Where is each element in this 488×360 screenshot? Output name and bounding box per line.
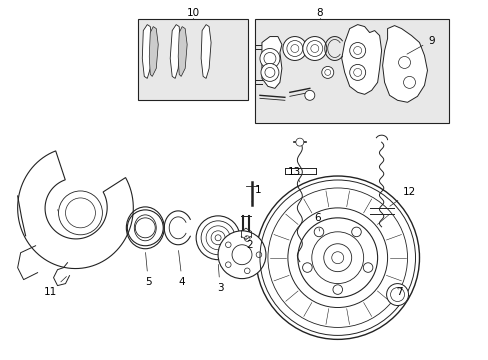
Polygon shape — [382, 26, 427, 102]
Circle shape — [283, 37, 306, 60]
Circle shape — [403, 76, 415, 88]
Text: 11: 11 — [44, 276, 66, 297]
Polygon shape — [262, 37, 281, 88]
Circle shape — [302, 37, 326, 60]
Text: 7: 7 — [395, 287, 402, 297]
Circle shape — [349, 64, 365, 80]
Polygon shape — [142, 24, 152, 78]
Circle shape — [260, 49, 279, 68]
Circle shape — [398, 57, 410, 68]
Text: 5: 5 — [144, 252, 151, 287]
Text: 2: 2 — [245, 236, 253, 250]
Polygon shape — [149, 27, 158, 76]
Text: 9: 9 — [406, 36, 434, 54]
Circle shape — [349, 42, 365, 58]
Text: 10: 10 — [186, 8, 199, 18]
Polygon shape — [201, 24, 211, 78]
Text: 6: 6 — [314, 213, 321, 231]
Text: 3: 3 — [216, 265, 223, 293]
Circle shape — [297, 218, 377, 298]
Bar — [138, 19, 247, 100]
Polygon shape — [170, 24, 180, 78]
Text: 12: 12 — [389, 187, 415, 206]
Circle shape — [351, 227, 361, 237]
Text: 1: 1 — [251, 185, 261, 202]
Polygon shape — [178, 27, 187, 76]
Text: 4: 4 — [178, 251, 185, 287]
Circle shape — [363, 263, 372, 272]
Polygon shape — [341, 24, 381, 94]
Text: 13: 13 — [287, 167, 301, 182]
Circle shape — [332, 285, 342, 294]
Circle shape — [196, 216, 240, 260]
Polygon shape — [18, 151, 133, 269]
Circle shape — [304, 90, 314, 100]
Circle shape — [261, 63, 278, 81]
Circle shape — [314, 227, 323, 237]
Circle shape — [386, 284, 407, 306]
Circle shape — [295, 138, 303, 146]
Text: 8: 8 — [316, 8, 323, 18]
Circle shape — [255, 176, 419, 339]
Circle shape — [321, 67, 333, 78]
Circle shape — [218, 231, 265, 279]
Circle shape — [59, 191, 102, 235]
Circle shape — [302, 263, 311, 272]
Bar — [254, 19, 448, 123]
